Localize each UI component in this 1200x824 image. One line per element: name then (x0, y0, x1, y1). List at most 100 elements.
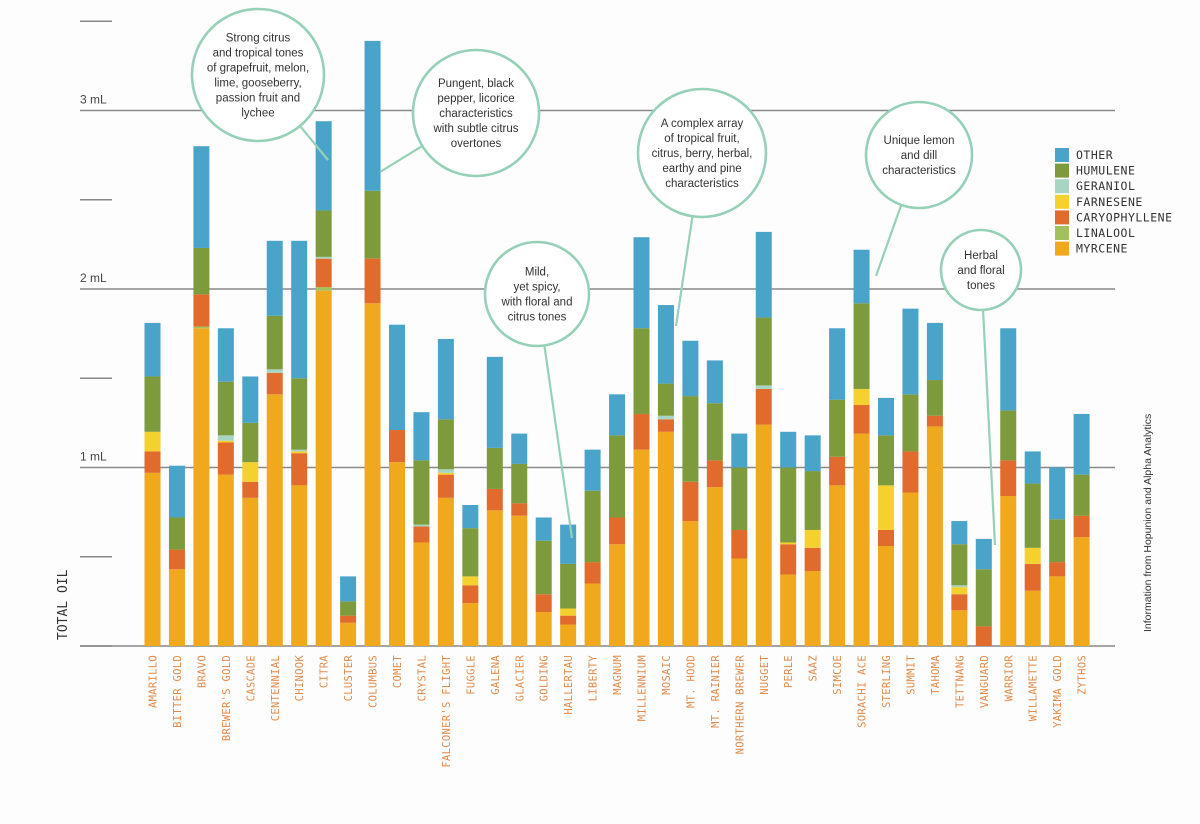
bar-segment-humulene (951, 544, 968, 586)
callout-bubble (411, 48, 541, 178)
bar-segment-caryophyllene (364, 258, 381, 304)
bar-segment-caryophyllene (389, 430, 405, 463)
callout-mosaic: A complex array of tropical fruit, citrus,… (636, 87, 768, 327)
callout-text-line: passion fruit and (216, 93, 300, 105)
bar-bravo (193, 146, 210, 646)
bar-segment-humulene (315, 210, 332, 257)
bar-segment-other (902, 308, 919, 395)
bar-willamette (1024, 451, 1041, 646)
legend-item-humulene: HUMULENE (1055, 163, 1135, 178)
category-label: MT. RAINIER (710, 655, 722, 728)
y-tick-label: 1 mL (80, 450, 107, 464)
category-label: SUMMIT (905, 655, 917, 695)
callout-bubble (483, 240, 591, 348)
bar-segment-humulene (926, 380, 943, 416)
bar-segment-myrcene (389, 462, 405, 646)
bar-segment-caryophyllene (878, 529, 894, 547)
bar-vanguard (975, 538, 992, 646)
legend-swatch (1055, 148, 1069, 162)
bar-segment-humulene (437, 419, 454, 470)
category-label: CENTENNIAL (270, 655, 282, 721)
bar-bitter-gold (168, 465, 185, 646)
bar-segment-caryophyllene (413, 526, 430, 543)
bar-magnum (609, 394, 626, 646)
callout-text-line: with floral and (501, 297, 573, 309)
callout-text-line: earthy and pine (662, 163, 741, 175)
callout-bubble (190, 7, 326, 143)
bar-segment-farnesene (1024, 547, 1041, 564)
legend-item-farnesene: FARNESENE (1055, 194, 1142, 209)
bar-segment-humulene (609, 435, 626, 518)
callout-text-line: pepper, licorice (437, 93, 514, 105)
bar-segment-myrcene (829, 485, 846, 646)
bar-segment-caryophyllene (511, 503, 528, 516)
bar-segment-other (511, 433, 528, 464)
y-tick-label: 3 mL (80, 93, 107, 107)
bar-segment-caryophyllene (633, 413, 650, 450)
callout-text-line: yet spicy, (513, 282, 560, 294)
bar-segment-caryophyllene (266, 372, 283, 395)
bar-segment-myrcene (193, 328, 210, 646)
bar-segment-other (364, 40, 381, 191)
bar-segment-linalool (315, 287, 332, 291)
bar-mosaic (657, 305, 674, 646)
bar-segment-humulene (511, 463, 528, 504)
bar-segment-humulene (168, 517, 185, 550)
bar-segment-humulene (340, 601, 357, 616)
bar-segment-other (706, 360, 723, 404)
category-label: ZYTHOS (1077, 655, 1089, 695)
bar-segment-humulene (780, 467, 797, 543)
bar-segment-farnesene (804, 529, 821, 548)
bar-segment-geraniol (437, 469, 454, 473)
category-label: AMARILLO (148, 655, 160, 708)
bar-segment-humulene (291, 378, 308, 450)
bar-crystal (413, 412, 430, 646)
bar-segment-caryophyllene (340, 615, 357, 623)
category-label: CLUSTER (343, 655, 355, 702)
legend-label: HUMULENE (1076, 164, 1135, 178)
callout-text-line: with subtle citrus (432, 123, 518, 135)
bar-segment-humulene (829, 399, 846, 457)
bar-perle (780, 431, 797, 646)
callout-pointer (543, 345, 574, 539)
category-label: CASCADE (245, 655, 257, 701)
bar-columbus (364, 40, 381, 646)
callout-text-line: Unique lemon (884, 135, 955, 147)
bar-segment-other (193, 146, 210, 248)
legend-item-linalool: LINALOOL (1055, 226, 1135, 240)
category-label: MAGNUM (612, 655, 624, 695)
bar-segment-humulene (535, 540, 552, 595)
bar-segment-other (266, 240, 283, 316)
bar-segment-myrcene (878, 546, 894, 646)
bar-segment-other (1073, 413, 1090, 475)
bar-mt-hood (682, 340, 699, 646)
bar-hallertau (560, 524, 577, 646)
bar-segment-farnesene (217, 440, 234, 443)
category-label: HALLERTAU (563, 655, 575, 715)
category-label: SORACHI ACE (857, 655, 869, 728)
bar-segment-humulene (878, 435, 894, 486)
bar-segment-humulene (657, 383, 674, 416)
bar-segment-geraniol (217, 435, 234, 441)
callout-text-line: overtones (451, 138, 502, 150)
bar-segment-myrcene (731, 558, 748, 646)
bar-segment-linalool (193, 326, 210, 329)
bar-segment-caryophyllene (560, 615, 577, 625)
bar-segment-humulene (902, 394, 919, 452)
bar-segment-caryophyllene (1000, 460, 1017, 497)
bar-comet (389, 324, 405, 646)
callout-text-line: lime, gooseberry, (214, 78, 301, 90)
bar-segment-humulene (560, 563, 577, 609)
bar-segment-geraniol (315, 256, 332, 259)
bar-centennial (266, 240, 283, 646)
bar-segment-myrcene (315, 290, 332, 646)
category-label: TAHOMA (930, 655, 942, 695)
bar-glacier (511, 433, 528, 646)
category-label: CRYSTAL (416, 655, 428, 701)
bar-segment-caryophyllene (217, 442, 234, 475)
bar-segment-other (804, 435, 821, 472)
bar-segment-geraniol (413, 524, 430, 527)
bar-segment-farnesene (853, 388, 870, 406)
bar-segment-geraniol (266, 369, 283, 373)
